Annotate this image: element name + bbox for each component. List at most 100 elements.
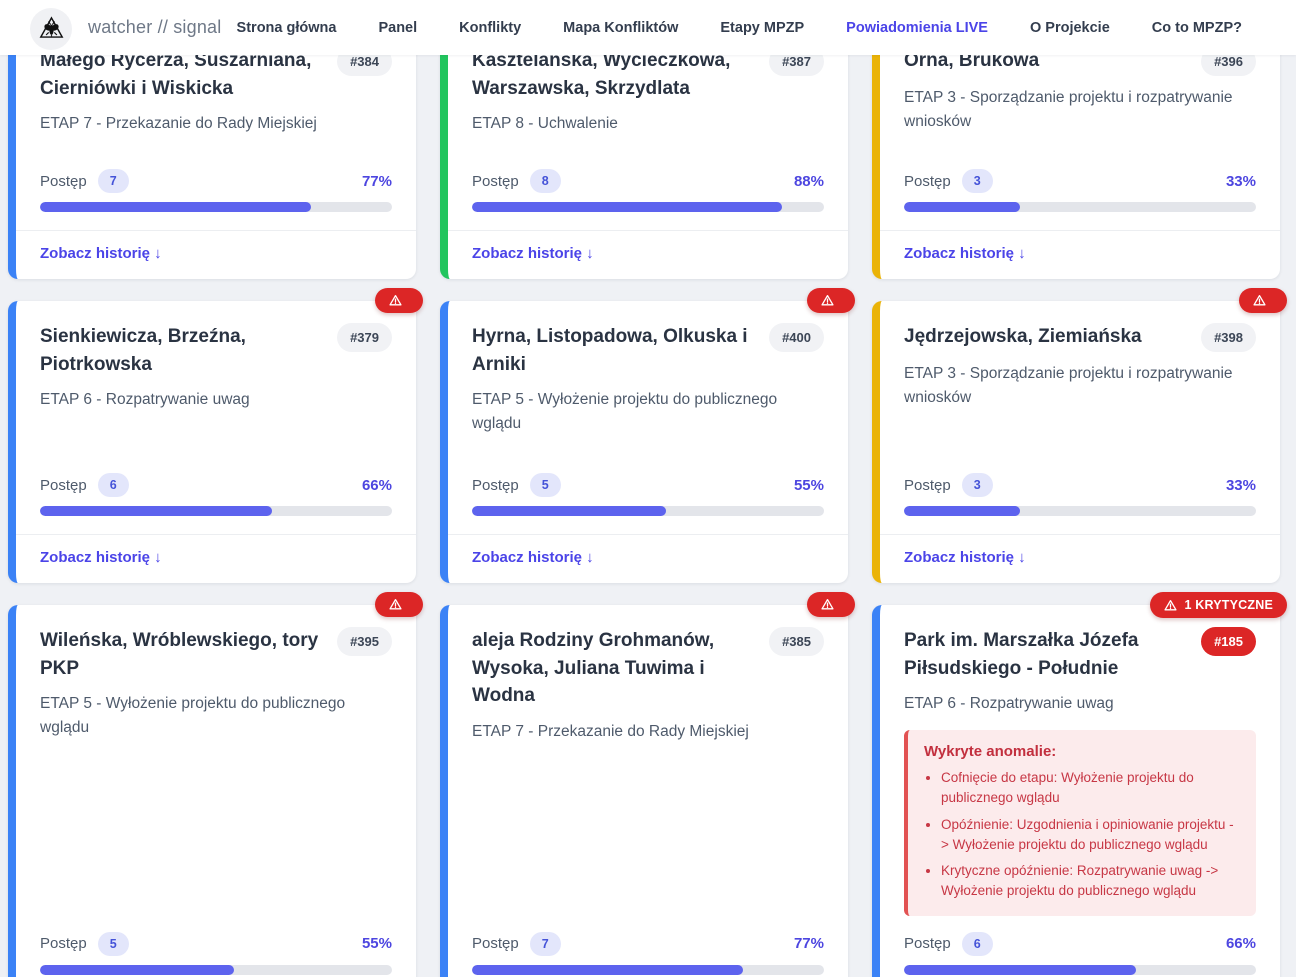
plan-card: Wileńska, Wróblewskiego, tory PKP #395 E… [8, 592, 423, 977]
nav-item-1[interactable]: Panel [378, 19, 418, 36]
progress-step-badge: 8 [529, 169, 561, 193]
nav-item-6[interactable]: O Projekcie [1029, 19, 1110, 36]
anomaly-item: Cofnięcie do etapu: Wyłożenie projektu d… [941, 768, 1240, 809]
progress-bar-track [904, 506, 1256, 516]
warning-icon [1164, 599, 1178, 610]
progress-percent: 33% [1225, 476, 1256, 494]
history-link[interactable]: Zobacz historię ↓ [40, 245, 162, 262]
plan-id-badge: #385 [769, 627, 824, 656]
progress-label: Postęp [472, 172, 519, 190]
progress-block: Postęp 7 77% [40, 153, 392, 212]
progress-percent: 77% [361, 172, 392, 190]
progress-block: Postęp 7 77% [472, 916, 824, 975]
plan-stage: ETAP 5 - Wyłożenie projektu do publiczne… [40, 695, 346, 737]
plan-card: Sienkiewicza, Brzeźna, Piotrkowska #379 … [8, 288, 423, 583]
plan-card: Małego Rycerza, Suszarniana, Cierniówki … [8, 12, 423, 279]
history-link[interactable]: Zobacz historię ↓ [904, 549, 1026, 566]
progress-bar-track [904, 202, 1256, 212]
progress-bar-track [472, 506, 824, 516]
plan-card-body: Orna, Brukowa #396 ETAP 3 - Sporządzanie… [880, 25, 1280, 230]
progress-block: Postęp 6 66% [904, 916, 1256, 975]
critical-badge: 1 KRYTYCZNE [1150, 592, 1287, 618]
history-link[interactable]: Zobacz historię ↓ [472, 549, 594, 566]
plan-stage: ETAP 5 - Wyłożenie projektu do publiczne… [472, 391, 778, 433]
critical-badge-label: 1 KRYTYCZNE [1184, 598, 1273, 612]
plan-title: Jędrzejowska, Ziemiańska [904, 326, 1142, 347]
warning-icon [389, 598, 402, 610]
progress-bar-fill [904, 964, 1137, 975]
critical-badge [1239, 288, 1287, 313]
progress-label: Postęp [472, 476, 519, 494]
progress-step-badge: 5 [529, 473, 561, 497]
plan-stage: ETAP 3 - Sporządzanie projektu i rozpatr… [904, 365, 1233, 407]
plan-stage: ETAP 3 - Sporządzanie projektu i rozpatr… [904, 89, 1233, 131]
main-nav: Strona główna Panel Konflikty Mapa Konflikt… [237, 20, 1266, 36]
plan-card-body: Kasztelańska, Wycieczkowa, Warszawska, S… [448, 25, 848, 230]
progress-percent: 55% [361, 935, 392, 953]
progress-step-badge: 5 [97, 931, 129, 956]
nav-item-3[interactable]: Mapa Konfliktów [563, 19, 679, 36]
nav-item-5[interactable]: Powiadomienia LIVE [846, 19, 988, 36]
brand-link[interactable]: watcher // signal [30, 6, 221, 50]
nav-item-0[interactable]: Strona główna [236, 19, 337, 36]
critical-badge [807, 592, 855, 617]
plan-card-footer: Zobacz historię ↓ [16, 534, 416, 583]
progress-block: Postęp 3 33% [904, 457, 1256, 516]
plan-card-body: Wileńska, Wróblewskiego, tory PKP #395 E… [16, 605, 416, 977]
progress-bar-fill [472, 202, 782, 212]
plan-card-body: aleja Rodziny Grohmanów, Wysoka, Juliana… [448, 605, 848, 977]
plan-card-body: Hyrna, Listopadowa, Olkuska i Arniki #40… [448, 301, 848, 534]
anomaly-title: Wykryte anomalie: [924, 743, 1057, 761]
progress-bar-fill [472, 964, 744, 975]
plan-stage: ETAP 8 - Uchwalenie [472, 115, 618, 133]
anomaly-box: Wykryte anomalie: Cofnięcie do etapu: Wy… [904, 730, 1256, 916]
critical-badge [375, 288, 423, 313]
plan-title: Park im. Marszałka Józefa Piłsudskiego -… [904, 630, 1139, 679]
warning-icon [821, 294, 834, 306]
progress-block: Postęp 3 33% [904, 153, 1256, 212]
progress-bar-track [40, 964, 392, 975]
progress-step-badge: 7 [97, 169, 129, 193]
progress-block: Postęp 5 55% [40, 916, 392, 975]
progress-label: Postęp [904, 935, 951, 953]
progress-bar-track [904, 964, 1256, 975]
anomaly-item: Krytyczne opóźnienie: Rozpatrywanie uwag… [941, 861, 1240, 902]
plan-card-footer: Zobacz historię ↓ [448, 230, 848, 279]
plan-title: Wileńska, Wróblewskiego, tory PKP [40, 630, 319, 679]
progress-percent: 77% [793, 935, 824, 953]
plan-title: Kasztelańska, Wycieczkowa, Warszawska, S… [472, 50, 731, 99]
nav-item-7[interactable]: Co to MPZP? [1151, 19, 1242, 36]
progress-bar-fill [904, 202, 1021, 212]
history-link[interactable]: Zobacz historię ↓ [904, 245, 1026, 262]
critical-badge [375, 592, 423, 617]
progress-bar-track [40, 202, 392, 212]
nav-item-2[interactable]: Konflikty [459, 19, 522, 36]
plan-card: Orna, Brukowa #396 ETAP 3 - Sporządzanie… [872, 12, 1287, 279]
plan-title: aleja Rodziny Grohmanów, Wysoka, Juliana… [472, 630, 715, 707]
progress-block: Postęp 5 55% [472, 457, 824, 516]
plan-card-footer: Zobacz historię ↓ [16, 230, 416, 279]
progress-label: Postęp [904, 476, 951, 494]
progress-percent: 88% [793, 172, 824, 190]
progress-step-badge: 6 [97, 473, 129, 497]
nav-item-4[interactable]: Etapy MPZP [720, 19, 805, 36]
progress-step-badge: 6 [961, 931, 993, 956]
progress-bar-fill [472, 506, 666, 516]
plan-card-body: Park im. Marszałka Józefa Piłsudskiego -… [880, 605, 1280, 977]
progress-percent: 66% [1225, 935, 1256, 953]
progress-bar-fill [40, 964, 234, 975]
history-link[interactable]: Zobacz historię ↓ [472, 245, 594, 262]
plan-card: aleja Rodziny Grohmanów, Wysoka, Juliana… [440, 592, 855, 977]
plan-card-body: Sienkiewicza, Brzeźna, Piotrkowska #379 … [16, 301, 416, 534]
progress-bar-fill [40, 202, 312, 212]
plan-title: Sienkiewicza, Brzeźna, Piotrkowska [40, 326, 246, 375]
plan-card-body: Małego Rycerza, Suszarniana, Cierniówki … [16, 25, 416, 230]
progress-percent: 55% [793, 476, 824, 494]
plan-card-footer: Zobacz historię ↓ [448, 534, 848, 583]
plan-card: 1 KRYTYCZNE Park im. Marszałka Józefa Pi… [872, 592, 1287, 977]
progress-label: Postęp [40, 476, 87, 494]
plan-title: Orna, Brukowa [904, 50, 1040, 71]
top-nav-bar: watcher // signal Strona główna Panel Konf… [0, 0, 1296, 55]
anomaly-item: Opóźnienie: Uzgodnienia i opiniowanie pr… [941, 815, 1240, 856]
history-link[interactable]: Zobacz historię ↓ [40, 549, 162, 566]
